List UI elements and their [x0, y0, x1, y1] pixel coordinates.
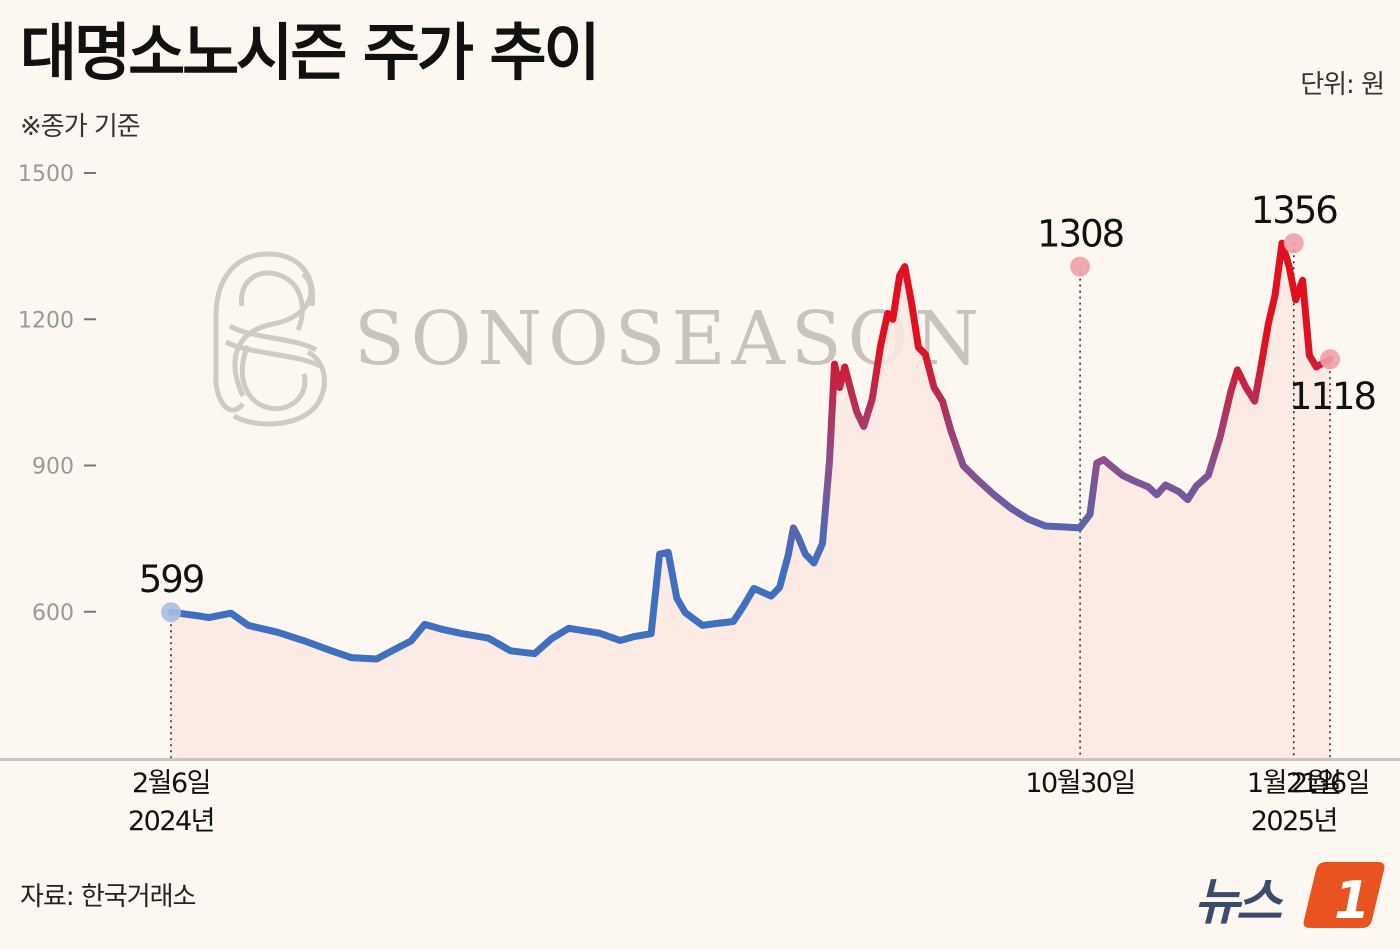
sonoseason-emblem-icon — [213, 251, 327, 427]
annotation-value-label: 1118 — [1289, 375, 1376, 418]
price-series-line — [167, 239, 1334, 663]
y-tick-label: 1500 — [18, 162, 74, 187]
annotation-marker — [161, 602, 181, 623]
x-tick-label: 10월30일 — [1025, 768, 1134, 799]
unit-label: 단위: 원 — [1300, 70, 1385, 100]
x-tick-label: 2월6일 — [132, 768, 210, 799]
annotation-value-label: 599 — [139, 558, 204, 601]
chart-subtitle: ※종가 기준 — [20, 112, 141, 142]
source-label: 자료: 한국거래소 — [20, 882, 196, 912]
annotation-value-label: 1356 — [1251, 189, 1338, 232]
annotation-marker — [1070, 256, 1091, 277]
news1-logo-text: 뉴스 — [1194, 873, 1282, 931]
x-axis-baseline — [0, 758, 1400, 761]
y-tick-label: 600 — [32, 601, 74, 626]
x-tick-label: 1월21일 — [1247, 768, 1341, 799]
x-tick-year-label: 2024년 — [128, 806, 214, 837]
news1-logo-mark-icon: 1 — [1303, 862, 1385, 930]
annotation-marker — [1283, 233, 1304, 254]
y-tick-label: 1200 — [18, 308, 74, 333]
annotation-marker — [1320, 349, 1340, 370]
x-tick-year-label: 2025년 — [1251, 806, 1337, 837]
annotation-value-label: 1308 — [1037, 213, 1124, 256]
news1-logo-mark-text: 1 — [1334, 871, 1370, 930]
chart-title: 대명소노시즌 주가 추이 — [20, 16, 601, 89]
y-tick-label: 900 — [32, 455, 74, 480]
price-area-fill — [171, 243, 1330, 758]
x-tick-label: 2월6일 — [1291, 768, 1369, 799]
news1-logo: 뉴스 1 — [1194, 858, 1386, 931]
